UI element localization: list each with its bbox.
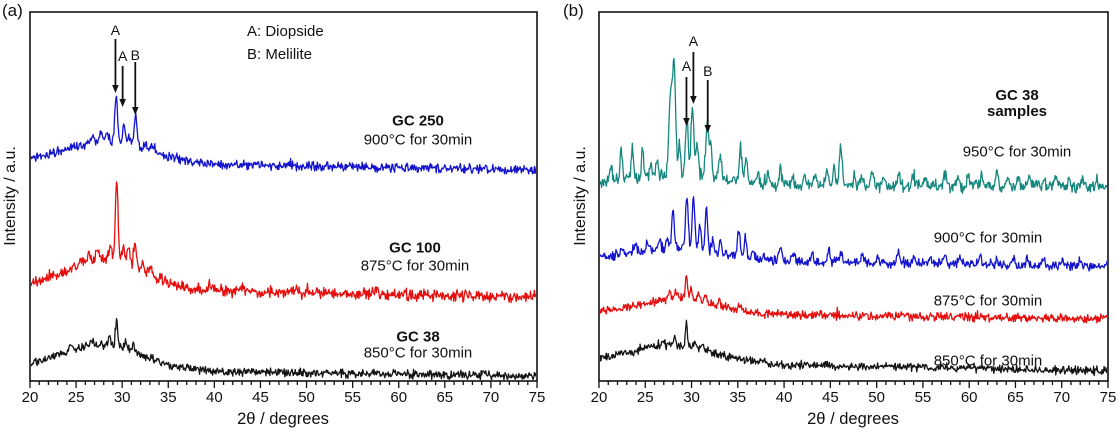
series-name-label: GC 38: [396, 328, 440, 346]
x-tick-label: 35: [159, 389, 177, 406]
peak-arrowhead-icon: [112, 85, 119, 93]
peak-arrowhead-icon: [683, 118, 690, 126]
x-axis-label-a: 2θ / degrees: [237, 410, 329, 428]
x-tick-label: 50: [868, 389, 885, 406]
y-axis-label-b: Intensity / a.u.: [571, 146, 589, 246]
legend-line-melilite: B: Melilite: [247, 46, 313, 63]
x-tick-label: 65: [436, 389, 454, 406]
peak-arrowhead-icon: [704, 125, 712, 133]
x-tick-label: 30: [683, 389, 700, 406]
xrd-curve-875°c-for-30min: [600, 275, 1107, 324]
x-tick-label: 25: [67, 389, 85, 406]
series-condition-label: 950°C for 30min: [962, 143, 1072, 161]
xrd-curve-gc-38: [31, 317, 536, 380]
series-condition-label: 900°C for 30min: [933, 229, 1043, 247]
series-condition-label: 900°C for 30min: [363, 131, 473, 149]
series-name-label: GC 100: [389, 239, 441, 257]
x-tick-label: 65: [1007, 389, 1024, 406]
plot-frame-b: [598, 11, 1109, 382]
peak-annotation-letter: A: [681, 57, 692, 74]
peak-arrowhead-icon: [131, 107, 139, 115]
group-label-line2: samples: [986, 103, 1048, 120]
peak-arrowhead-icon: [119, 99, 126, 107]
series-condition-label: 850°C for 30min: [933, 352, 1043, 370]
panel-a-tag: (a): [2, 1, 23, 20]
x-tick-label: 30: [113, 389, 131, 406]
xrd-curve-900°c-for-30min: [600, 196, 1107, 272]
group-label-line1: GC 38: [995, 87, 1039, 104]
x-tick-label: 45: [822, 389, 839, 406]
x-tick-label: 20: [590, 389, 608, 406]
series-condition-label: 875°C for 30min: [933, 292, 1043, 310]
x-tick-label: 70: [1053, 389, 1071, 406]
x-tick-label: 55: [914, 389, 932, 406]
peak-annotation-letter: A: [688, 32, 699, 49]
x-tick-label: 70: [482, 389, 500, 406]
peak-arrowhead-icon: [690, 96, 697, 104]
x-tick-label: 20: [21, 389, 39, 406]
x-tick-label: 55: [344, 389, 361, 406]
x-tick-label: 40: [206, 389, 223, 406]
legend-line-diopside: A: Diopside: [247, 23, 324, 40]
x-tick-label: 60: [390, 389, 408, 406]
x-tick-label: 60: [960, 389, 978, 406]
xrd-curve-gc-250: [31, 95, 536, 175]
peak-annotation-letter: A: [117, 47, 128, 64]
peak-annotation-letter: B: [130, 46, 140, 63]
x-tick-label: 45: [252, 389, 269, 406]
x-tick-label: 75: [1099, 389, 1117, 406]
series-name-label: GC 250: [392, 112, 444, 130]
xrd-curve-950°c-for-30min: [600, 57, 1107, 194]
peak-annotation-letter: A: [110, 21, 121, 38]
x-tick-label: 35: [729, 389, 747, 406]
series-condition-label: 875°C for 30min: [360, 257, 470, 275]
xrd-curve-850°c-for-30min: [600, 319, 1107, 377]
peak-annotation-letter: B: [703, 62, 713, 79]
x-tick-label: 25: [636, 389, 654, 406]
x-tick-label: 50: [298, 389, 315, 406]
panel-b-tag: (b): [563, 1, 584, 20]
x-axis-label-b: 2θ / degrees: [807, 410, 899, 428]
xrd-curve-gc-100: [31, 181, 536, 304]
plot-frame-a: [29, 11, 538, 382]
y-axis-label-a: Intensity / a.u.: [1, 146, 19, 246]
series-condition-label: 850°C for 30min: [363, 344, 473, 362]
x-tick-label: 40: [775, 389, 793, 406]
x-tick-label: 75: [528, 389, 546, 406]
